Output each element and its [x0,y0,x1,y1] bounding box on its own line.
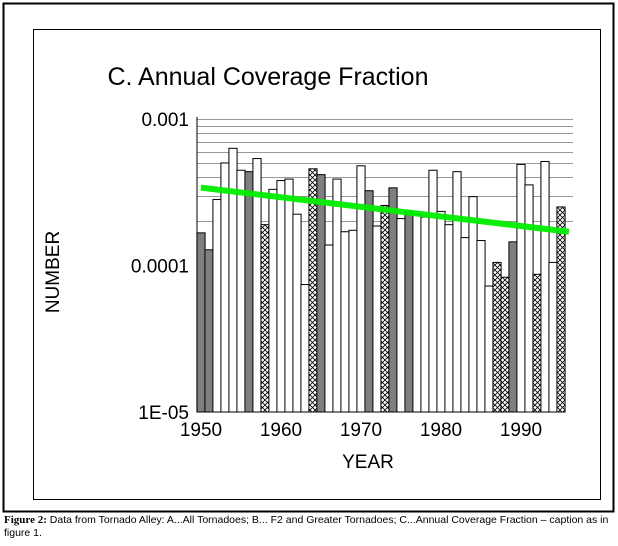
caption-label: Figure 2: [4,514,47,526]
bar [332,178,342,413]
bar [380,204,390,413]
bar [284,178,294,413]
bar [364,190,374,413]
chart-title: C. Annual Coverage Fraction [107,63,428,91]
bar [196,232,206,413]
y-tick-label: 1E-05 [138,403,189,424]
bar [412,213,422,413]
x-tick-label: 1990 [500,420,542,441]
bar [508,241,518,413]
bar [348,229,358,413]
bar [276,180,286,413]
bar [540,160,550,413]
bar [532,273,542,413]
bar [212,199,222,413]
bar [268,188,278,413]
bar [548,261,558,413]
bar [460,237,470,413]
y-axis-label: NUMBER [43,231,64,313]
bar [260,224,270,413]
bar [356,165,366,413]
bar [300,284,310,413]
bar [484,285,494,413]
bar [340,231,350,413]
figure-caption: Figure 2: Data from Tornado Alley: A...A… [4,514,610,540]
bar [220,162,230,413]
x-tick-label: 1970 [340,420,382,441]
bar [436,210,446,413]
bar [500,276,510,413]
bar [492,261,502,413]
bar [452,171,462,413]
x-ticks: 1950 1960 1970 1980 1990 [180,420,542,441]
bar [204,249,214,413]
y-tick-label: 0.001 [141,110,189,131]
x-tick-label: 1980 [420,420,462,441]
bar [516,163,526,413]
bar [476,240,486,413]
y-ticks: 0.001 0.0001 1E-05 [131,110,189,424]
bar [244,171,254,413]
bar [228,147,238,413]
x-axis-label: YEAR [342,452,394,473]
bar [420,216,430,413]
y-tick-label: 0.0001 [131,257,189,278]
x-tick-label: 1950 [180,420,222,441]
bar [372,225,382,413]
bars [196,147,566,413]
bar [292,213,302,413]
caption-text: Data from Tornado Alley: A...All Tornado… [4,514,609,539]
bar [388,187,398,413]
bar [468,196,478,413]
bar [404,210,414,413]
x-tick-label: 1960 [260,420,302,441]
bar [444,224,454,413]
trend-line [200,184,570,235]
bar [396,218,406,413]
bar [428,169,438,413]
bar [308,168,318,413]
bar [236,169,246,413]
bar [316,174,326,413]
bar [556,206,566,413]
bar [524,184,534,413]
trend [200,184,570,235]
bar [324,244,334,413]
